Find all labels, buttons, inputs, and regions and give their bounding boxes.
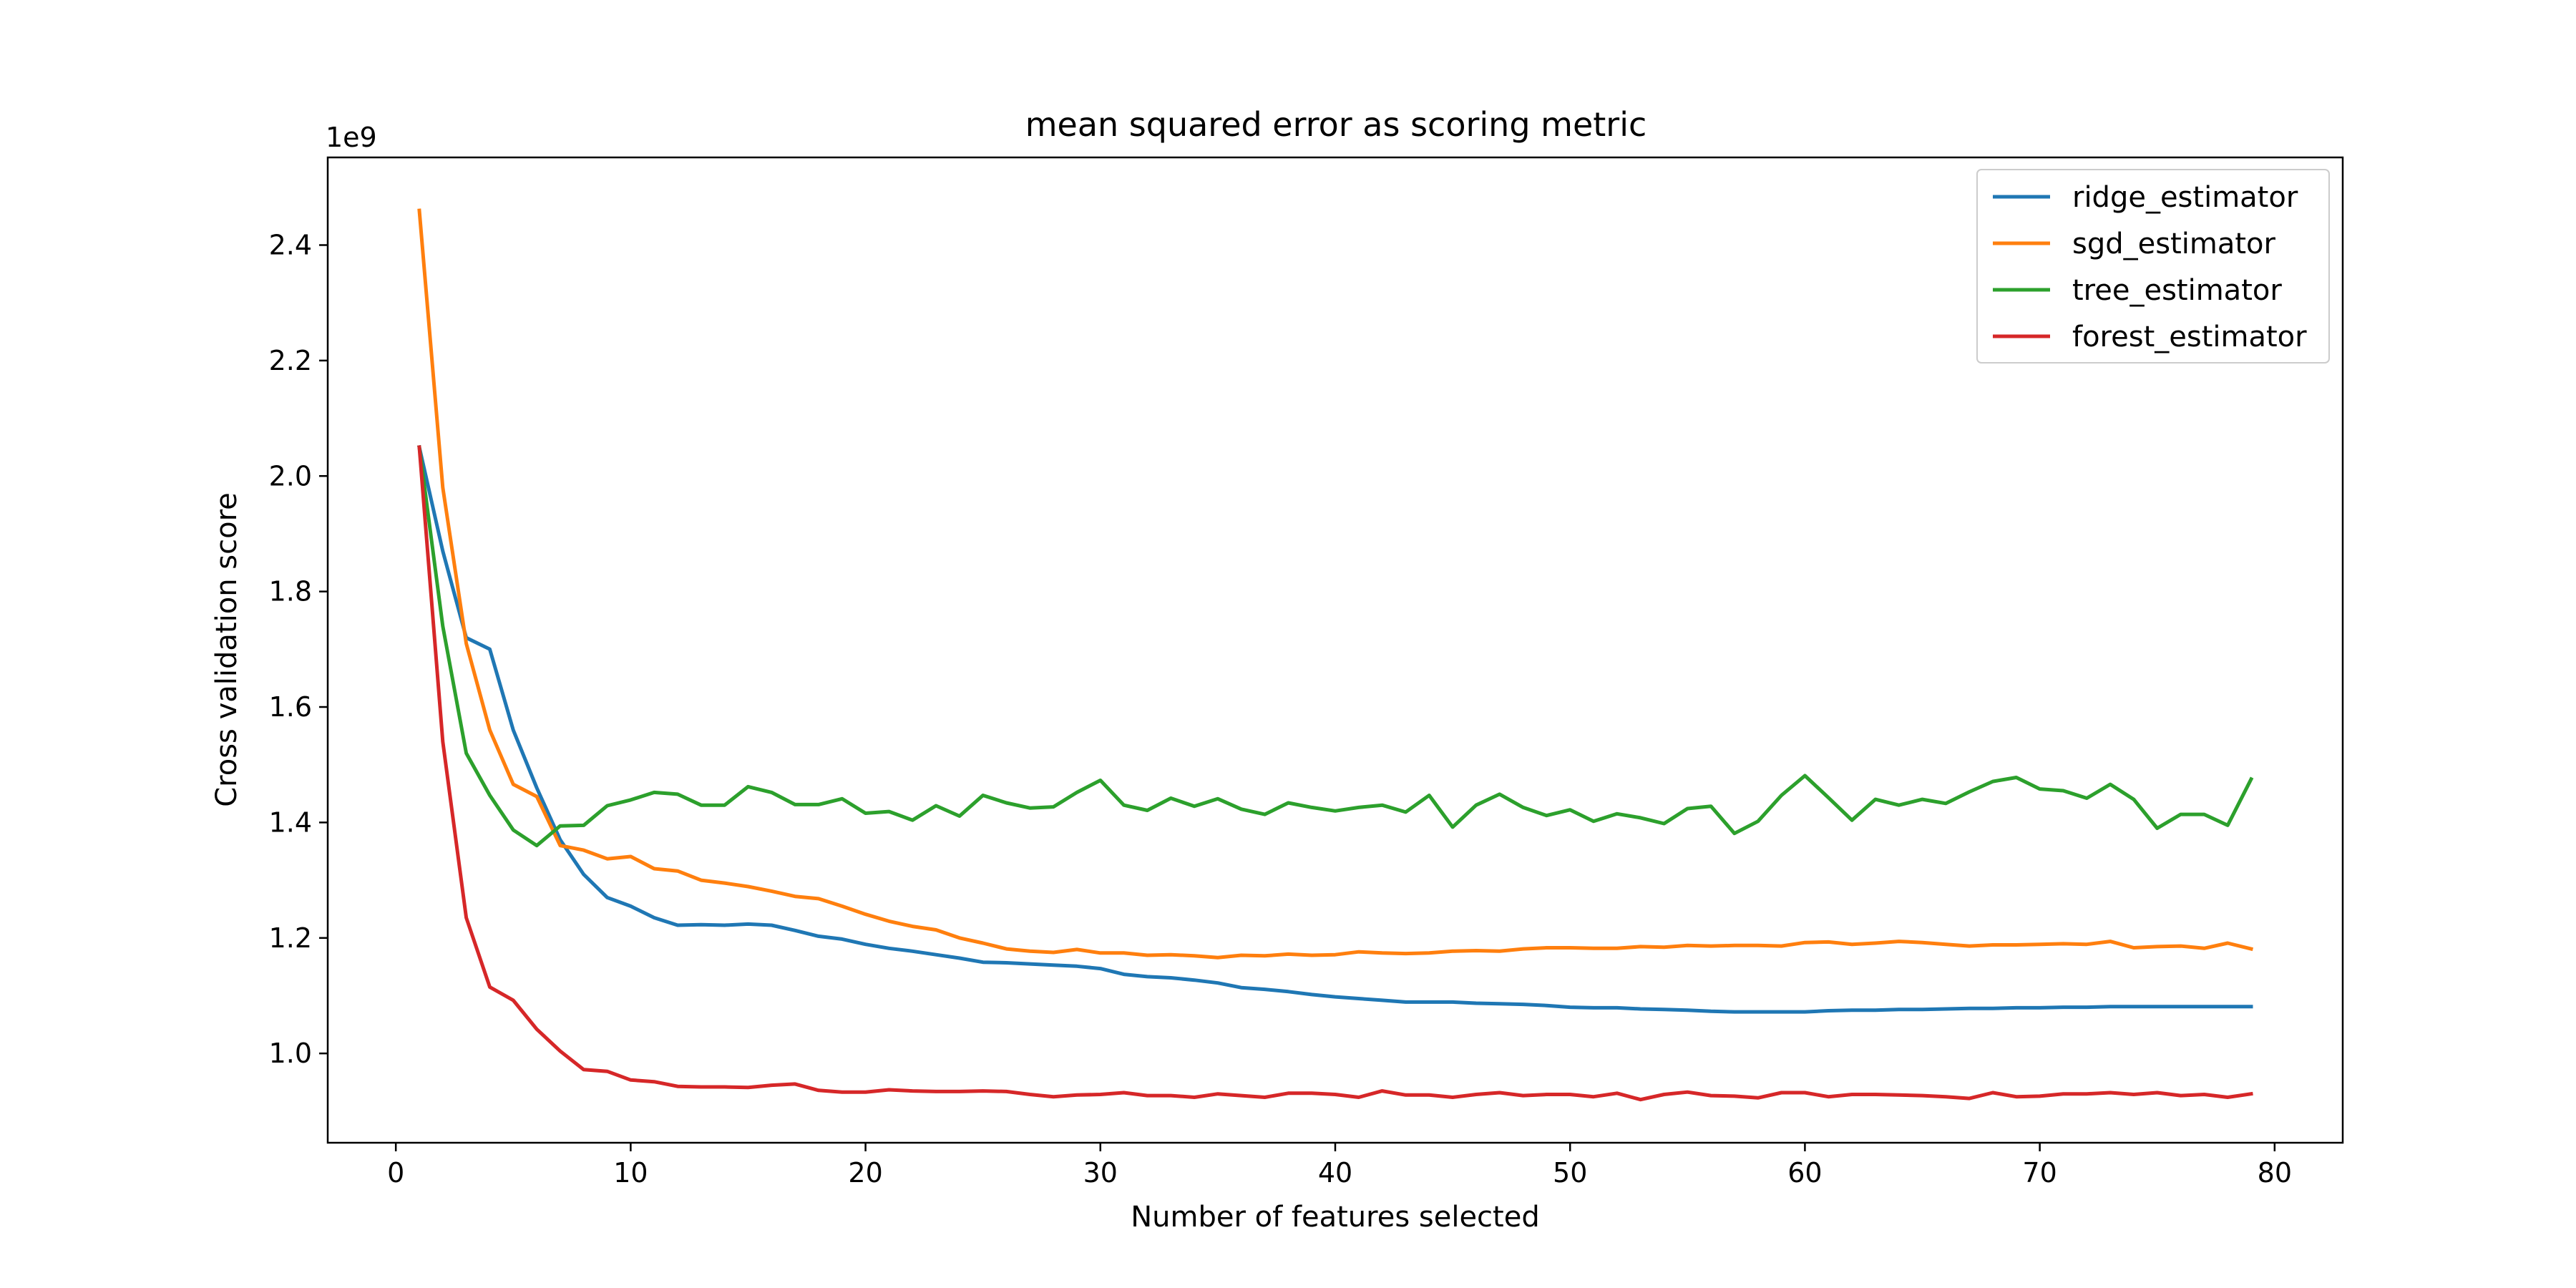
series-layer bbox=[417, 208, 2254, 1102]
x-tick-label: 0 bbox=[387, 1157, 404, 1189]
y-tick-label: 2.2 bbox=[269, 345, 312, 376]
x-axis: 0 10 20 30 40 50 60 70 80 bbox=[387, 1143, 2292, 1189]
legend-label: sgd_estimator bbox=[2072, 228, 2276, 260]
y-tick-label: 1.0 bbox=[269, 1038, 312, 1069]
y-tick-label: 1.4 bbox=[269, 806, 312, 838]
y-axis-offset-label: 1e9 bbox=[326, 122, 377, 153]
y-tick-label: 1.6 bbox=[269, 691, 312, 723]
x-tick-label: 10 bbox=[613, 1157, 648, 1189]
x-tick-label: 60 bbox=[1787, 1157, 1822, 1189]
legend-label: ridge_estimator bbox=[2072, 181, 2298, 214]
legend-label: forest_estimator bbox=[2072, 321, 2307, 353]
series-line-sgd-estimator bbox=[417, 208, 2254, 960]
x-tick-label: 20 bbox=[848, 1157, 882, 1189]
legend-box bbox=[1976, 169, 2330, 364]
x-axis-label: Number of features selected bbox=[1131, 1201, 1539, 1234]
y-axis-label: Cross validation score bbox=[210, 492, 243, 807]
series-line-forest-estimator bbox=[417, 445, 2253, 1102]
x-tick-label: 30 bbox=[1083, 1157, 1118, 1189]
y-axis: 1.0 1.2 1.4 1.6 1.8 2.0 2.2 2.4 bbox=[269, 229, 328, 1069]
x-tick-label: 50 bbox=[1553, 1157, 1587, 1189]
chart-title: mean squared error as scoring metric bbox=[1025, 105, 1647, 144]
series-line-ridge-estimator bbox=[417, 444, 2253, 1014]
y-tick-label: 2.4 bbox=[269, 229, 312, 260]
legend: ridge_estimator sgd_estimator tree_estimat… bbox=[1976, 169, 2330, 364]
x-tick-label: 80 bbox=[2258, 1157, 2292, 1189]
y-tick-label: 1.8 bbox=[269, 576, 312, 608]
x-tick-label: 70 bbox=[2022, 1157, 2057, 1189]
y-tick-label: 2.0 bbox=[269, 460, 312, 492]
series-line-tree-estimator bbox=[417, 445, 2254, 848]
y-tick-label: 1.2 bbox=[269, 922, 312, 954]
legend-label: tree_estimator bbox=[2072, 274, 2282, 307]
x-tick-label: 40 bbox=[1318, 1157, 1352, 1189]
